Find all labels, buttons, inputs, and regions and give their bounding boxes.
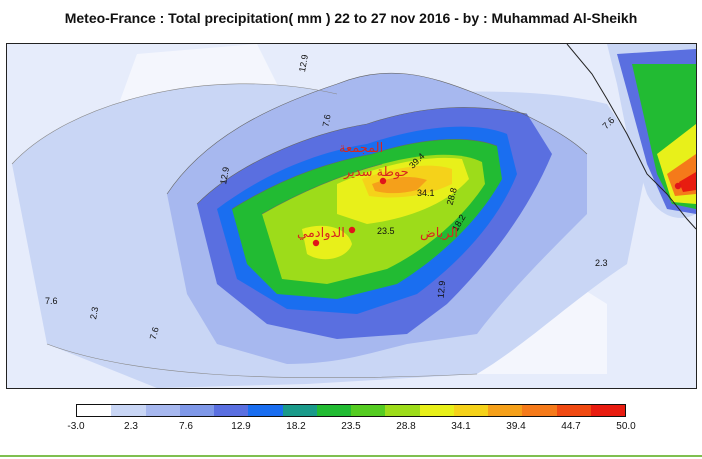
legend-tick-label: 28.8 <box>396 421 416 432</box>
legend-tick-label: 18.2 <box>286 421 306 432</box>
legend-color-segment <box>453 405 488 416</box>
legend-tick-label: 44.7 <box>561 421 581 432</box>
city-marker <box>674 182 682 190</box>
legend-color-segment <box>248 405 283 416</box>
legend-colorbar <box>76 404 626 417</box>
city-label-dawadmi: الدوادمي <box>297 226 345 241</box>
legend-color-segment <box>522 405 557 416</box>
legend-color-segment <box>488 405 523 416</box>
legend-color-segment <box>351 405 386 416</box>
legend-tick-label: 12.9 <box>231 421 251 432</box>
city-label-hawtat-sudair: حوطة سدير <box>343 165 409 180</box>
legend-tick-label: 7.6 <box>179 421 193 432</box>
legend-tick-label: 50.0 <box>616 421 636 432</box>
contour-label: 12.9 <box>218 166 231 185</box>
legend-tick-label: 23.5 <box>341 421 361 432</box>
legend-color-segment <box>179 405 214 416</box>
legend-color-segment <box>316 405 351 416</box>
contour-label: 12.9 <box>297 54 310 73</box>
footer-divider <box>0 455 702 457</box>
legend-tick-label: 39.4 <box>506 421 526 432</box>
contour-label: 2.3 <box>88 306 100 320</box>
city-marker <box>348 226 356 234</box>
legend-color-segment <box>77 405 112 416</box>
city-label-riyadh: الرياض <box>420 226 458 241</box>
legend-ticks: -3.0 2.3 7.6 12.9 18.2 23.5 28.8 34.1 39.4 44.7 50… <box>67 421 635 435</box>
precipitation-map: 12.9 7.6 12.9 39.4 34.1 28.8 23.5 18.2 1… <box>6 43 697 389</box>
legend-color-segment <box>214 405 249 416</box>
contour-label: 7.6 <box>45 296 58 306</box>
legend-color-segment <box>385 405 420 416</box>
legend-color-segment <box>590 405 625 416</box>
legend-tick-label: 2.3 <box>124 421 138 432</box>
city-marker <box>312 239 320 247</box>
city-marker <box>379 177 387 185</box>
contour-label: 7.6 <box>148 326 161 341</box>
legend-color-segment <box>145 405 180 416</box>
legend-color-segment <box>111 405 146 416</box>
contour-label: 34.1 <box>417 188 435 198</box>
contour-label: 7.6 <box>321 114 333 128</box>
city-label-majmaah: المجمعة <box>339 141 383 156</box>
legend-color-segment <box>419 405 454 416</box>
legend-color-segment <box>282 405 317 416</box>
legend-tick-label: -3.0 <box>67 421 85 432</box>
contour-label: 2.3 <box>595 258 608 268</box>
map-title: Meteo-France : Total precipitation( mm )… <box>64 10 638 26</box>
legend-color-segment <box>556 405 591 416</box>
contour-label: 28.8 <box>445 187 459 207</box>
contour-label: 23.5 <box>377 226 395 236</box>
legend-tick-label: 34.1 <box>451 421 471 432</box>
contour-label: 12.9 <box>436 280 447 298</box>
